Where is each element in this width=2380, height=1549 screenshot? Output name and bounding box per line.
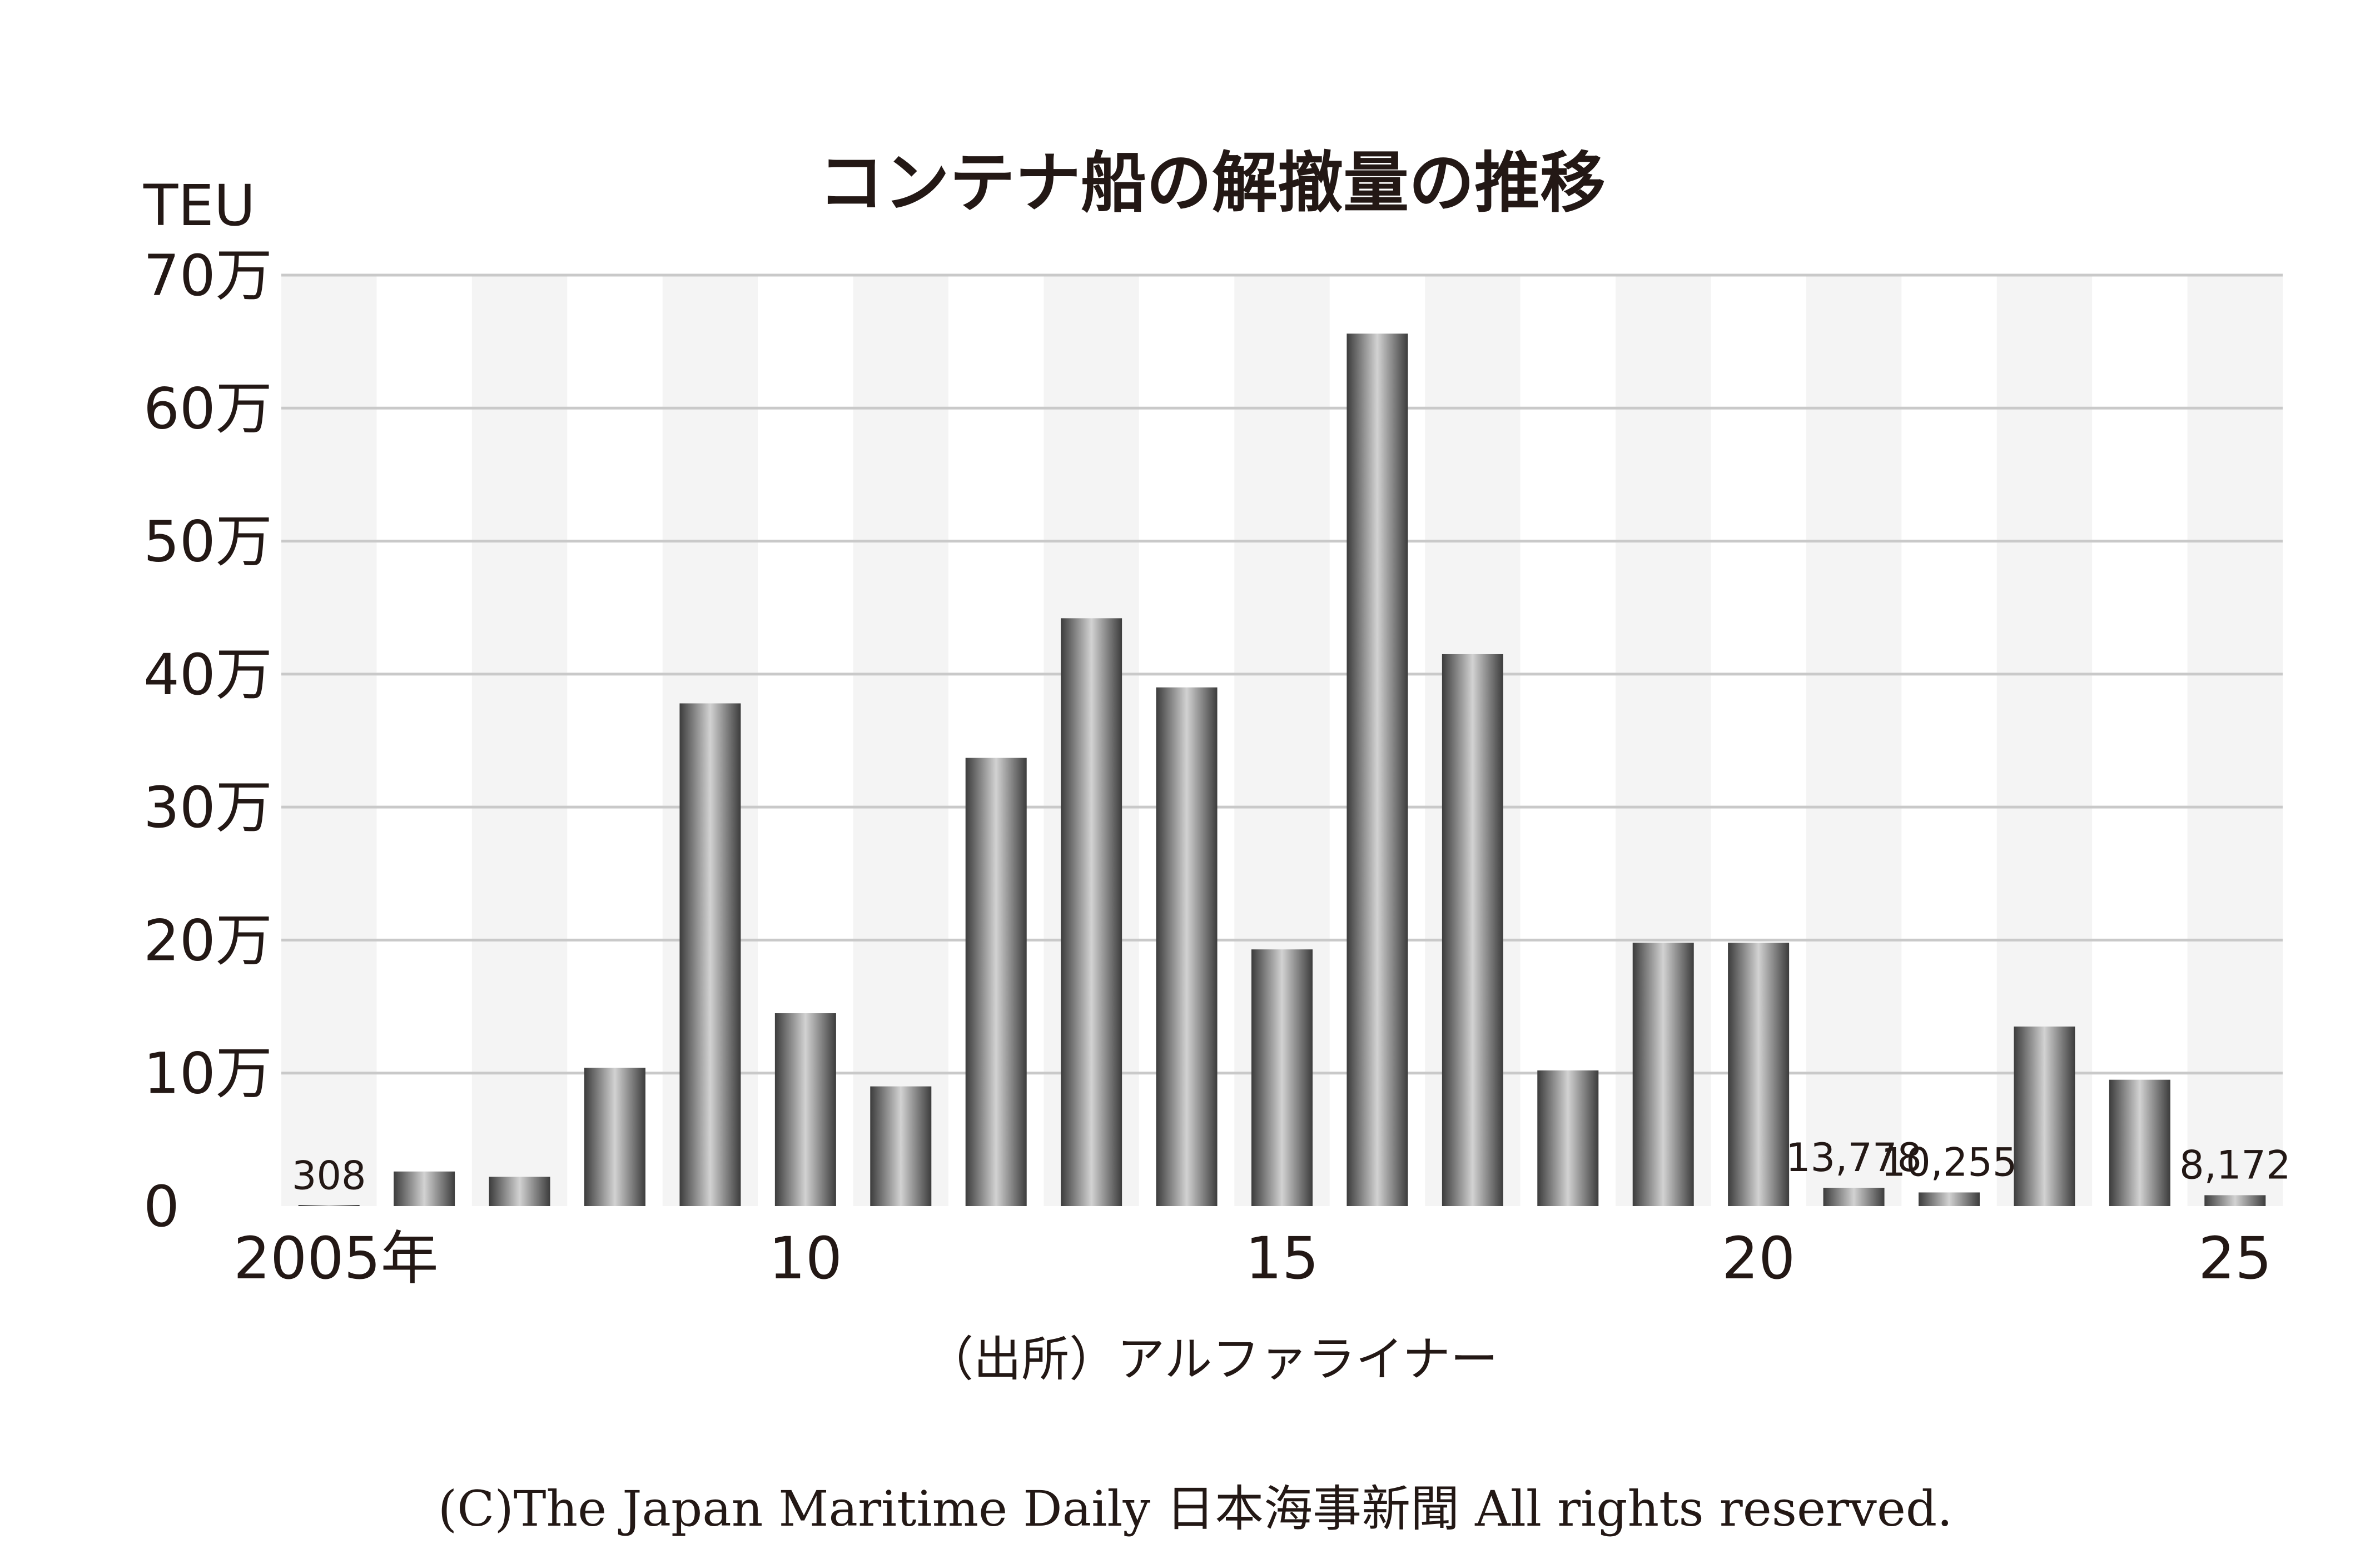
bar [1061, 618, 1122, 1206]
y-axis-unit: TEU [143, 173, 255, 239]
data-label: 308 [292, 1153, 366, 1198]
column-stripe [853, 275, 948, 1206]
x-tick-label: 20 [1722, 1224, 1795, 1292]
bar [1156, 687, 1218, 1206]
bar [1632, 943, 1694, 1206]
bar [679, 703, 741, 1206]
bar [2204, 1195, 2266, 1206]
data-label: 8,172 [2179, 1142, 2290, 1188]
data-label: 10,255 [1881, 1139, 2018, 1185]
bar [1919, 1192, 1980, 1206]
column-stripe [281, 275, 377, 1206]
bar [1728, 943, 1790, 1206]
y-tick-label: 30万 [143, 775, 272, 841]
bar [298, 1205, 360, 1206]
bar [584, 1068, 645, 1206]
y-tick-label: 20万 [143, 908, 272, 974]
bar [394, 1171, 455, 1206]
column-stripe [2187, 275, 2283, 1206]
bar [1442, 654, 1503, 1206]
x-tick-label: 25 [2198, 1224, 2272, 1292]
bar [1537, 1070, 1599, 1206]
bar [489, 1177, 550, 1206]
x-tick-label: 2005年 [233, 1224, 439, 1292]
y-tick-label: 10万 [143, 1041, 272, 1107]
bars [298, 333, 2266, 1207]
y-tick-label: 40万 [143, 642, 272, 708]
x-tick-label: 10 [769, 1224, 842, 1292]
column-stripe [471, 275, 568, 1206]
bar [870, 1086, 932, 1206]
bar [1251, 949, 1313, 1206]
chart-title: コンテナ船の解撤量の推移 [818, 145, 1606, 221]
bar [1823, 1188, 1885, 1206]
bar [1346, 333, 1408, 1207]
bar [2014, 1026, 2075, 1206]
column-stripe [1806, 275, 1902, 1206]
bar [774, 1013, 836, 1206]
y-tick-label: 70万 [143, 243, 272, 309]
y-tick-label: 60万 [143, 376, 272, 442]
copyright-notice: (C)The Japan Maritime Daily 日本海事新聞 All r… [438, 1480, 1952, 1537]
y-axis-labels: 0 10万 20万 30万 40万 50万 60万 70万 [143, 243, 272, 1240]
bar [2109, 1079, 2170, 1206]
data-label: 13,778 [1786, 1135, 1922, 1181]
y-tick-label: 0 [143, 1174, 180, 1240]
y-tick-label: 50万 [143, 509, 272, 575]
bar [965, 758, 1027, 1206]
source-note: （出所）アルファライナー [926, 1332, 1498, 1387]
x-tick-label: 15 [1245, 1224, 1319, 1292]
x-axis-labels: 2005年 10 15 20 25 [233, 1224, 2272, 1292]
